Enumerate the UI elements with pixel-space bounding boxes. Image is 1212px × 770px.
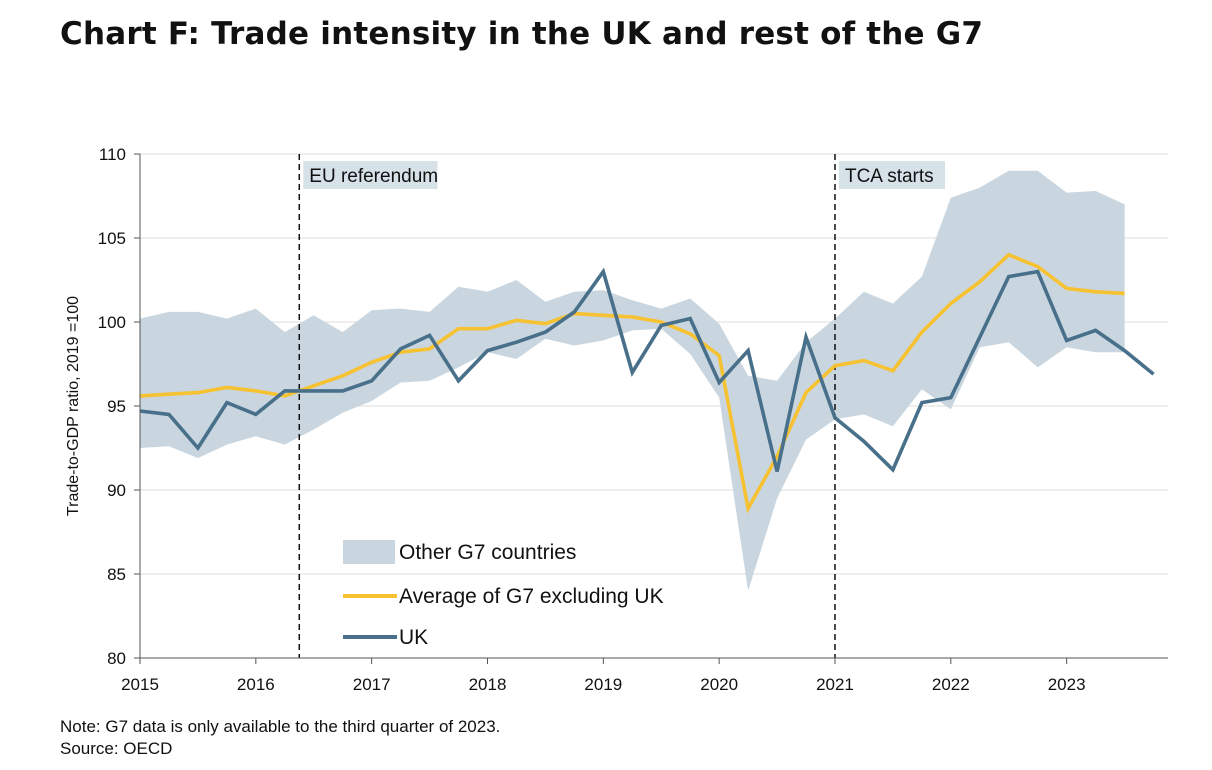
- note-text: Note: G7 data is only available to the t…: [60, 717, 501, 736]
- event-label: EU referendum: [309, 166, 438, 187]
- y-axis-label: Trade-to-GDP ratio, 2019 =100: [65, 296, 82, 516]
- legend-label: Other G7 countries: [399, 541, 576, 564]
- y-tick-label: 85: [107, 565, 126, 584]
- x-tick-label: 2020: [700, 675, 738, 694]
- x-tick-label: 2019: [584, 675, 622, 694]
- y-tick-label: 90: [107, 481, 126, 500]
- y-tick-label: 110: [99, 145, 126, 164]
- y-tick-label: 105: [98, 229, 126, 248]
- y-tick-label: 80: [107, 649, 126, 668]
- chart-title: Chart F: Trade intensity in the UK and r…: [60, 16, 984, 52]
- event-lines: EU referendum TCA starts: [298, 154, 945, 658]
- x-tick-label: 2015: [121, 675, 159, 694]
- x-tick-label: 2018: [469, 675, 507, 694]
- x-tick-label: 2023: [1048, 675, 1086, 694]
- x-tick-label: 2016: [237, 675, 275, 694]
- y-tick-label: 95: [107, 397, 126, 416]
- series-line-uk: [139, 267, 1155, 473]
- legend-label: UK: [399, 626, 428, 649]
- legend-swatch-band: [343, 540, 395, 564]
- axes: 80 85 90 95 100 105 110 2015 2016 2017 2018 2019 202…: [98, 145, 1168, 694]
- legend-label: Average of G7 excluding UK: [399, 585, 664, 608]
- band-other-g7: [140, 170, 1125, 591]
- x-tick-label: 2017: [353, 675, 391, 694]
- event-label-box: [838, 161, 945, 189]
- event-label-box: [303, 161, 438, 189]
- x-tick-label: 2022: [932, 675, 970, 694]
- footnote: Note: G7 data is only available to the t…: [60, 716, 500, 760]
- series-layer: [139, 252, 1155, 514]
- band-layer: [140, 170, 1125, 591]
- y-tick-label: 100: [98, 313, 126, 332]
- x-tick-label: 2021: [816, 675, 854, 694]
- event-label: TCA starts: [845, 166, 934, 187]
- source-text: Source: OECD: [60, 739, 173, 758]
- legend: Other G7 countries Average of G7 excludin…: [343, 540, 664, 649]
